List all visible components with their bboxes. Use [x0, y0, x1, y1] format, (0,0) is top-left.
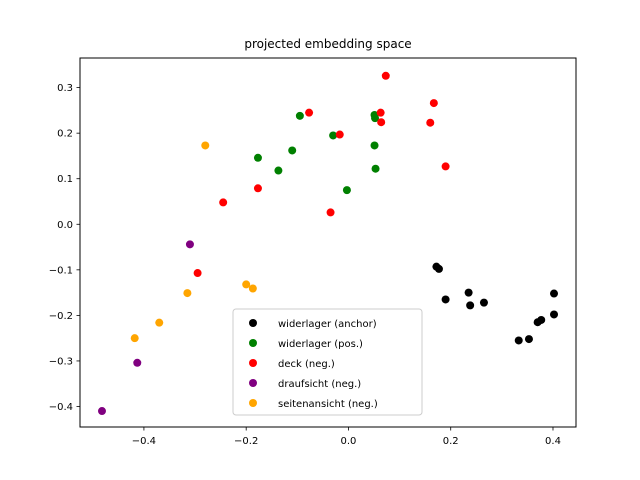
x-tick-label: 0.4 — [545, 436, 561, 447]
data-point — [371, 164, 380, 173]
y-tick-label: −0.2 — [49, 311, 73, 322]
data-point — [201, 141, 210, 150]
legend-marker — [249, 359, 257, 367]
data-point — [342, 186, 351, 195]
data-point — [326, 208, 335, 217]
x-tick-label: 0.2 — [443, 436, 459, 447]
plot-frame — [79, 57, 577, 428]
legend-marker — [249, 339, 257, 347]
legend-label: widerlager (pos.) — [278, 339, 363, 350]
data-point — [434, 264, 443, 273]
data-point — [426, 118, 435, 127]
data-point — [514, 336, 523, 345]
data-point — [185, 240, 194, 249]
data-point — [370, 141, 379, 150]
data-point — [97, 407, 106, 416]
data-point — [130, 334, 139, 343]
data-point — [550, 310, 559, 319]
legend-marker — [249, 319, 257, 327]
y-tick-label: 0.0 — [57, 220, 73, 231]
data-point — [253, 153, 262, 162]
legend-label: draufsicht (neg.) — [278, 379, 361, 390]
data-point — [335, 130, 344, 139]
x-tick-label: −0.2 — [234, 436, 258, 447]
y-tick-label: 0.1 — [57, 174, 73, 185]
data-point — [377, 118, 386, 127]
data-point — [381, 71, 390, 80]
data-point — [253, 184, 262, 193]
y-tick-label: 0.3 — [57, 83, 73, 94]
data-point — [193, 269, 202, 278]
series-2 — [193, 71, 450, 278]
chart-title: projected embedding space — [244, 37, 411, 51]
data-point — [429, 99, 438, 108]
series-0 — [432, 262, 559, 345]
legend-label: widerlager (anchor) — [278, 319, 377, 330]
data-point — [479, 298, 488, 307]
x-tick-label: −0.4 — [132, 436, 156, 447]
y-tick-label: −0.4 — [49, 402, 73, 413]
legend-marker — [249, 379, 257, 387]
data-point — [155, 318, 164, 327]
data-point — [295, 111, 304, 120]
data-point — [183, 289, 192, 298]
x-tick-label: 0.0 — [341, 436, 357, 447]
y-tick-label: −0.1 — [49, 265, 73, 276]
data-point — [441, 295, 450, 304]
series-4 — [130, 141, 257, 343]
legend-label: seitenansicht (neg.) — [278, 399, 378, 410]
axes-layer: −0.4 −0.2 0.0 0.2 0.4 −0.4 −0.3 −0.2 −0.1 0.0 0.1 0… — [49, 83, 561, 447]
data-point — [441, 162, 450, 171]
data-point — [550, 289, 559, 298]
data-point — [371, 114, 380, 123]
data-point — [133, 358, 142, 367]
data-point — [376, 108, 385, 117]
y-tick-label: −0.3 — [49, 356, 73, 367]
legend-box — [232, 308, 423, 416]
data-point — [219, 198, 228, 207]
legend-marker — [249, 399, 257, 407]
legend: widerlager (anchor) widerlager (pos.) deck… — [232, 308, 423, 416]
y-tick-label: 0.2 — [57, 129, 73, 140]
data-point — [524, 335, 533, 344]
data-point — [466, 301, 475, 310]
points-layer — [97, 71, 559, 416]
data-point — [464, 288, 473, 297]
data-point — [242, 280, 251, 289]
data-point — [274, 166, 283, 175]
data-point — [305, 108, 314, 117]
data-point — [248, 284, 257, 293]
data-point — [537, 315, 546, 324]
series-3 — [97, 240, 194, 416]
data-point — [288, 146, 297, 155]
legend-label: deck (neg.) — [278, 359, 335, 370]
series-1 — [253, 110, 380, 195]
data-point — [329, 131, 338, 140]
